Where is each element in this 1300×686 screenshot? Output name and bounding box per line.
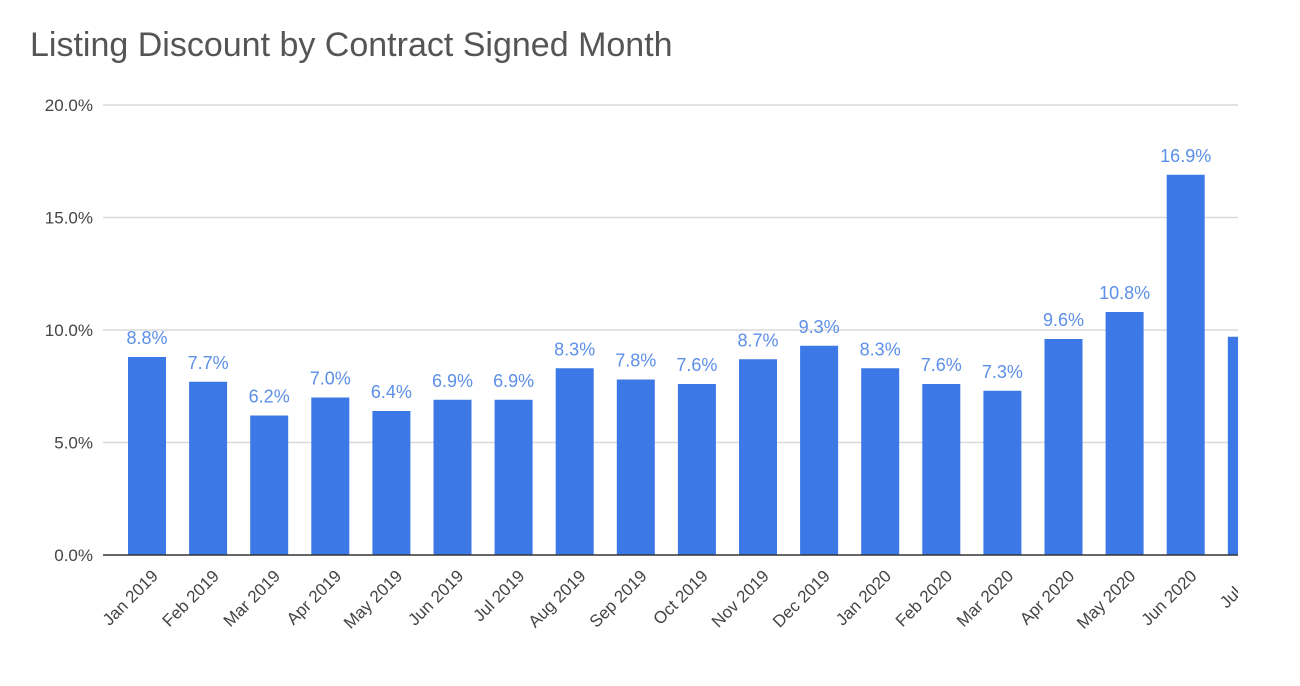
bar <box>616 379 655 555</box>
x-tick-label: Apr 2020 <box>1016 566 1078 628</box>
data-label: 8.7% <box>737 330 778 350</box>
data-label: 9.6% <box>1043 310 1084 330</box>
data-label: 6.4% <box>371 382 412 402</box>
data-label: 6.9% <box>432 371 473 391</box>
data-label: 8.3% <box>860 339 901 359</box>
x-tick-label: Aug 2019 <box>525 566 590 631</box>
bar <box>1227 336 1238 555</box>
bar <box>250 415 289 555</box>
x-tick-label: Feb 2020 <box>892 566 956 630</box>
data-label: 10.8% <box>1099 283 1150 303</box>
x-tick-label: Mar 2019 <box>220 566 284 630</box>
data-label: 9.3% <box>799 317 840 337</box>
bar <box>189 381 228 555</box>
x-tick-label: Jul 20 <box>1216 566 1262 612</box>
y-tick-label: 0.0% <box>54 546 93 565</box>
bar <box>677 384 716 555</box>
bar <box>555 368 594 555</box>
bar <box>983 390 1022 555</box>
x-tick-label: Nov 2019 <box>708 566 773 631</box>
x-tick-label: Jun 2020 <box>1138 566 1201 629</box>
y-tick-label: 10.0% <box>45 321 93 340</box>
data-label: 16.9% <box>1160 146 1211 166</box>
bar <box>494 399 533 555</box>
data-labels: 8.8% 7.7% 6.2% 7.0% 6.4% 6.9% 6.9% 8.3% 7.8% 7.6%… <box>126 146 1252 407</box>
x-tick-label: May 2019 <box>340 566 406 632</box>
data-label: 7.6% <box>921 355 962 375</box>
data-label: 7.0% <box>310 369 351 389</box>
x-tick-label: Apr 2019 <box>283 566 345 628</box>
y-axis-ticks: 0.0% 5.0% 10.0% 15.0% 20.0% <box>45 96 93 565</box>
y-tick-label: 15.0% <box>45 209 93 228</box>
x-tick-label: May 2020 <box>1073 566 1139 632</box>
bar <box>861 368 900 555</box>
bar <box>128 357 166 555</box>
bar <box>372 411 411 555</box>
data-label: 8.3% <box>554 339 595 359</box>
x-tick-label: Mar 2020 <box>953 566 1017 630</box>
data-label: 6.9% <box>493 371 534 391</box>
data-label: 8.8% <box>126 328 167 348</box>
data-label: 6.2% <box>249 387 290 407</box>
bar <box>739 359 777 555</box>
x-tick-label: Jul 2019 <box>470 566 529 625</box>
x-tick-label: Oct 2019 <box>650 566 712 628</box>
bars <box>128 174 1238 555</box>
bar <box>1044 339 1083 555</box>
x-tick-label: Feb 2019 <box>159 566 223 630</box>
x-tick-label: Jan 2020 <box>832 566 895 629</box>
data-label: 7.8% <box>615 351 656 371</box>
bar <box>1105 312 1144 555</box>
y-tick-label: 20.0% <box>45 96 93 115</box>
bar <box>311 397 350 555</box>
bar <box>1166 174 1205 555</box>
x-tick-label: Jun 2019 <box>404 566 467 629</box>
data-label: 7.6% <box>676 355 717 375</box>
data-label: 7.7% <box>188 353 229 373</box>
x-tick-label: Sep 2019 <box>586 566 651 631</box>
data-label: 7.3% <box>982 362 1023 382</box>
bar <box>922 384 961 555</box>
bar <box>800 345 839 555</box>
y-tick-label: 5.0% <box>54 434 93 453</box>
x-tick-label: Dec 2019 <box>769 566 834 631</box>
bar <box>433 399 472 555</box>
data-label: 9 <box>1242 308 1252 328</box>
x-tick-label: Jan 2019 <box>99 566 162 629</box>
chart-title: Listing Discount by Contract Signed Mont… <box>30 26 673 64</box>
